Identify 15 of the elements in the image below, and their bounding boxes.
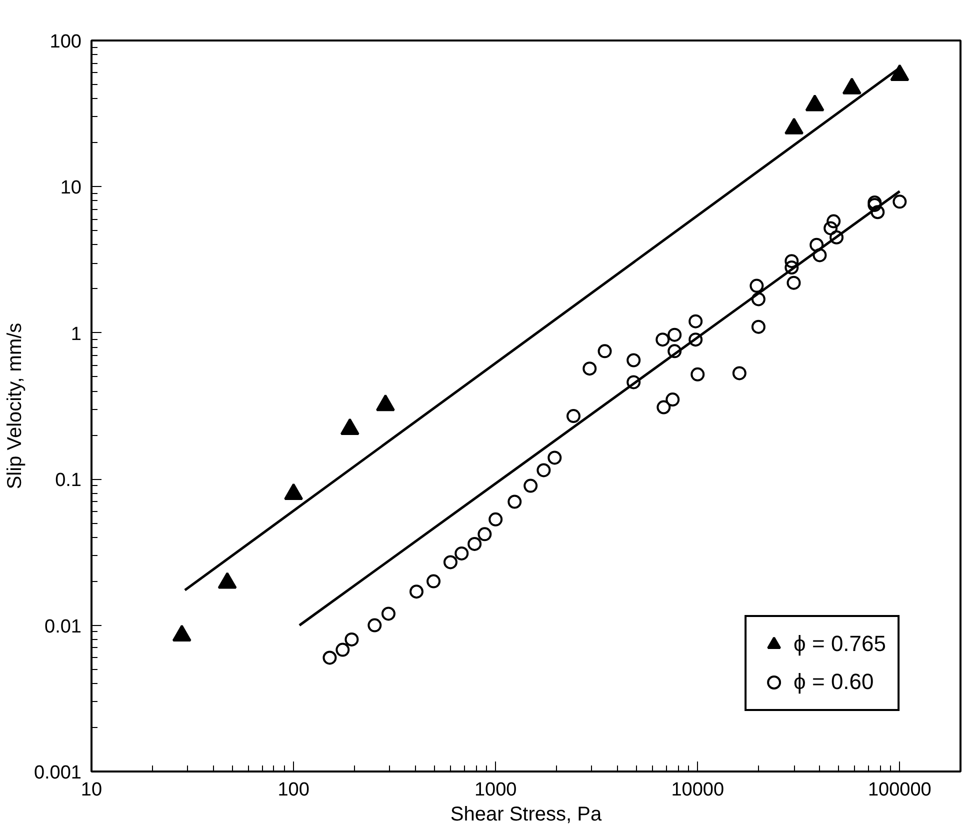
x-tick-label: 100 [278, 780, 310, 800]
y-tick-label: 10 [60, 178, 82, 199]
legend-label: ϕ = 0.765 [794, 631, 886, 657]
y-tick-label: 0.01 [44, 616, 82, 638]
x-tick-label: 10 [80, 780, 102, 800]
y-tick-label: 1 [70, 324, 82, 345]
legend-label: ϕ = 0.60 [794, 669, 874, 695]
y-axis-title: Slip Velocity, mm/s [4, 322, 26, 490]
x-axis-title: Shear Stress, Pa [450, 804, 602, 826]
y-tick-label: 0.001 [34, 762, 82, 784]
y-tick-label: 0.1 [55, 470, 82, 492]
y-tick-label: 100 [50, 32, 82, 52]
x-tick-label: 100000 [868, 780, 932, 800]
x-tick-label: 1000 [474, 780, 517, 800]
x-tick-label: 10000 [671, 780, 724, 800]
